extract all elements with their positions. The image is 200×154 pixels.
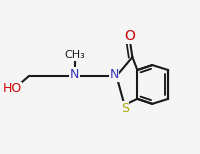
Text: HO: HO <box>2 82 22 95</box>
Text: CH₃: CH₃ <box>64 50 85 60</box>
Text: O: O <box>124 29 135 43</box>
Text: N: N <box>109 68 119 81</box>
Text: N: N <box>70 67 79 81</box>
Text: S: S <box>121 102 129 115</box>
